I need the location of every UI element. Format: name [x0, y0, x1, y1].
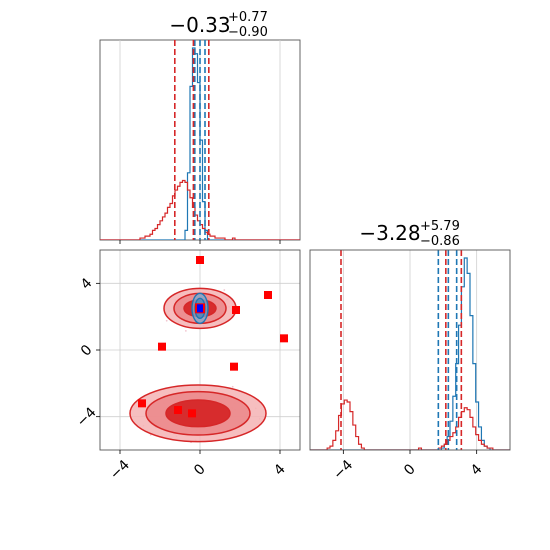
joint-marks	[129, 256, 288, 444]
joint-point-sample-a	[230, 362, 238, 371]
joint-point-sample-a	[196, 256, 204, 264]
top-ticks	[119, 240, 281, 244]
top-hist-sample-b	[100, 47, 300, 240]
right-title-main: −3.28	[359, 221, 420, 245]
right-tick-label: 4	[468, 461, 486, 479]
joint-x-tick-label: 4	[271, 461, 289, 479]
joint-y-tick-label: 0	[78, 342, 96, 360]
right-tick-label: −4	[330, 457, 356, 483]
joint-x-tick-label: 0	[191, 461, 209, 479]
right-panel-title: −3.28	[359, 221, 420, 245]
joint-x-tick-label: −4	[107, 457, 133, 483]
top-title-main: −0.33	[169, 13, 230, 37]
joint-point-sample-a	[158, 342, 166, 351]
joint-sample-dot	[223, 289, 226, 291]
top-panel-title: −0.33	[169, 13, 230, 37]
joint-y-tick-label: −4	[74, 404, 100, 430]
joint-grid	[100, 250, 300, 450]
right-hist-sample-b	[310, 257, 510, 450]
right-tick-label: 0	[401, 461, 419, 479]
right-title-sup: +5.79	[420, 219, 460, 234]
joint-point-sample-a	[232, 306, 240, 314]
right-ticks: −4 0 4	[330, 450, 486, 483]
joint-sample-dot	[184, 330, 187, 332]
joint-peak-sample-b	[197, 304, 203, 313]
top-marginal-panel	[99, 39, 301, 244]
joint-point-sample-a	[174, 406, 182, 414]
right-grid	[342, 250, 478, 450]
joint-point-sample-a	[188, 409, 196, 418]
joint-point-sample-a	[280, 334, 288, 343]
top-hist-sample-a	[100, 179, 300, 240]
right-marginal-panel: −4 0 4	[309, 249, 511, 483]
right-histograms	[310, 250, 510, 450]
right-hist-sample-a	[310, 399, 510, 450]
top-histograms	[100, 40, 300, 240]
top-title-sub: −0.90	[228, 25, 268, 40]
joint-point-sample-a	[264, 291, 272, 299]
right-title-sub: −0.86	[420, 234, 460, 249]
joint-panel: −4 0 4 −4 0 4	[74, 249, 301, 483]
joint-point-sample-a	[138, 399, 146, 408]
joint-sample-dot	[165, 319, 168, 322]
top-title-sup: +0.77	[228, 10, 268, 25]
joint-y-tick-label: 4	[78, 275, 96, 293]
joint-sample-dot	[231, 385, 234, 388]
